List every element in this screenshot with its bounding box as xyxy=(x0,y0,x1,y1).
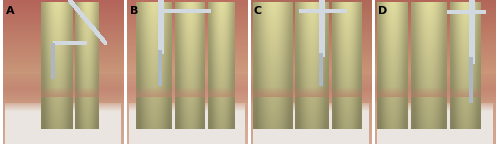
Text: A: A xyxy=(6,6,14,16)
Text: C: C xyxy=(254,6,262,16)
Text: D: D xyxy=(378,6,387,16)
Text: B: B xyxy=(130,6,138,16)
